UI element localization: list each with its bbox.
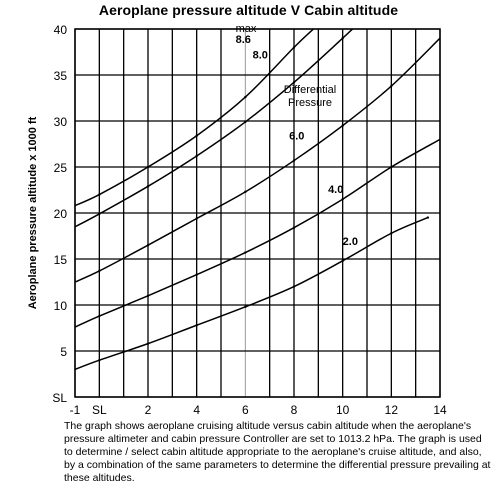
series-point <box>146 342 150 345</box>
legend-title-line: Pressure <box>288 97 332 109</box>
legend-title-line: Differential <box>284 84 336 96</box>
curve-label-4-0: 4.0 <box>328 184 343 196</box>
series-point <box>244 120 247 124</box>
x-tick-label: SL <box>92 403 107 417</box>
series-point <box>426 216 430 219</box>
y-tick-label: 40 <box>54 23 68 37</box>
series-line-8-0 <box>75 29 354 228</box>
y-tick-label: 25 <box>54 161 68 175</box>
x-tick-label: 4 <box>193 403 200 417</box>
series-point <box>341 198 344 201</box>
y-tick-label: 30 <box>54 115 68 129</box>
series-point <box>244 190 247 194</box>
series-point <box>146 165 150 169</box>
x-tick-label: 10 <box>336 403 350 417</box>
series-line-8-6 <box>75 29 314 207</box>
max-label: max <box>236 23 257 35</box>
curve-label-2-0: 2.0 <box>343 236 358 248</box>
series-point <box>146 294 150 297</box>
x-tick-label: -1 <box>70 403 81 417</box>
y-axis-label: Aeroplane pressure altitude x 1000 ft <box>27 116 39 309</box>
series-point <box>390 165 393 169</box>
series-point <box>146 244 150 247</box>
series-point <box>292 285 296 288</box>
grid <box>74 28 441 398</box>
series-point <box>98 269 101 273</box>
series-point <box>195 134 198 137</box>
x-tick-label: 2 <box>145 403 152 417</box>
series-point <box>341 124 344 127</box>
series-point <box>195 273 198 276</box>
y-tick-label: 35 <box>54 69 68 83</box>
series-point <box>244 305 247 309</box>
series-point <box>292 226 296 229</box>
series-point <box>195 217 198 220</box>
x-tick-labels: -1 SL 2 4 6 8 10 12 14 <box>70 403 447 417</box>
series-point <box>292 46 296 49</box>
curve-label-8-6: 8.6 <box>236 34 251 46</box>
x-tick-label: 6 <box>242 403 249 417</box>
x-tick-label: 12 <box>385 403 399 417</box>
y-tick-label: 10 <box>54 299 68 313</box>
y-tick-label: 20 <box>54 207 68 221</box>
chart-title: Aeroplane pressure altitude V Cabin alti… <box>98 2 399 18</box>
curve-label-8-0: 8.0 <box>253 49 268 61</box>
series-point <box>244 95 247 99</box>
series-point <box>341 259 344 263</box>
y-tick-labels: SL 5 10 15 20 25 30 35 40 <box>52 23 67 405</box>
series-point <box>390 84 393 88</box>
y-tick-label: 5 <box>60 345 67 359</box>
series-point <box>195 324 198 327</box>
series-point <box>244 251 247 254</box>
y-tick-label: 15 <box>54 253 68 267</box>
series-point <box>292 81 296 84</box>
series-point <box>98 314 101 318</box>
x-tick-label: 14 <box>433 403 447 417</box>
series-point <box>98 193 101 196</box>
series-point <box>98 212 101 216</box>
series-point <box>195 154 198 158</box>
legend-title: Differential Pressure <box>284 84 336 109</box>
curve-label-6-0: 6.0 <box>289 130 304 142</box>
series-point <box>292 159 296 162</box>
plot-frame <box>74 28 441 398</box>
series-line-2-0 <box>75 216 429 371</box>
series-point <box>146 185 150 188</box>
series-point <box>390 232 393 235</box>
x-tick-label: 8 <box>291 403 298 417</box>
caption: The graph shows aeroplane cruising altit… <box>64 420 491 484</box>
series-lines <box>75 29 440 371</box>
y-tick-label: SL <box>52 391 67 405</box>
plot-border <box>74 28 441 398</box>
series-point <box>98 359 101 362</box>
series-point <box>341 37 344 40</box>
